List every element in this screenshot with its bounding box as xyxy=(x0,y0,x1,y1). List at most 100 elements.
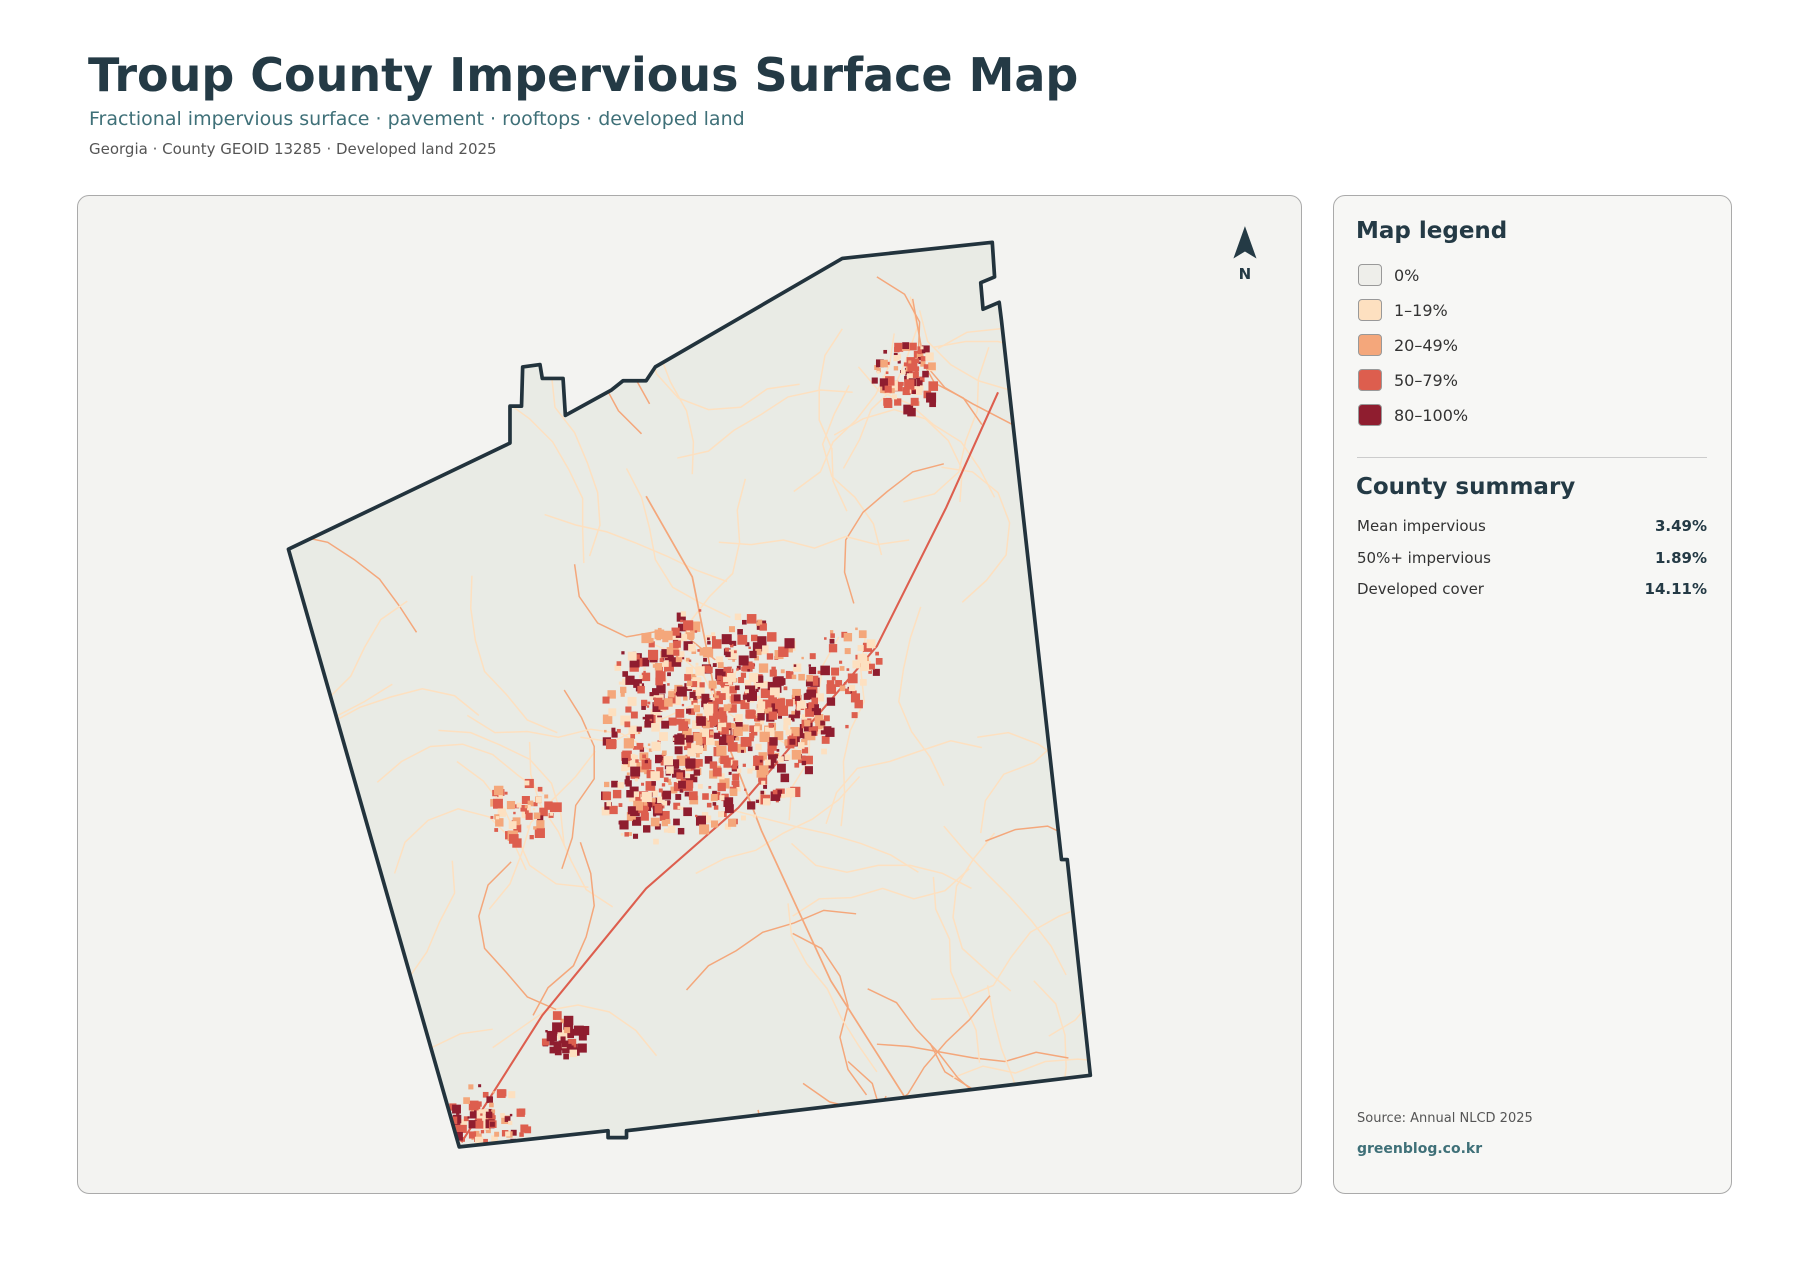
developed-patch xyxy=(712,709,723,720)
developed-patch xyxy=(748,672,759,683)
developed-patch xyxy=(495,819,503,827)
developed-patch xyxy=(781,793,786,799)
developed-patch xyxy=(724,823,732,830)
developed-patch xyxy=(641,759,652,770)
developed-patch xyxy=(725,722,732,728)
developed-patch xyxy=(794,695,801,701)
developed-patch xyxy=(641,672,651,682)
developed-patch xyxy=(886,361,890,365)
developed-patch xyxy=(549,1046,557,1054)
developed-patch xyxy=(625,675,635,685)
developed-patch xyxy=(627,806,636,815)
developed-patch xyxy=(549,1040,555,1046)
developed-patch xyxy=(492,1090,495,1094)
developed-patch xyxy=(668,717,677,726)
road xyxy=(589,242,651,405)
developed-patch xyxy=(651,723,660,732)
developed-patch xyxy=(718,693,726,701)
summary-label: Developed cover xyxy=(1357,580,1484,598)
developed-patch xyxy=(634,778,638,782)
developed-patch xyxy=(826,680,835,688)
developed-patch xyxy=(616,661,622,666)
developed-patch xyxy=(926,392,937,403)
developed-patch xyxy=(640,812,649,821)
developed-patch xyxy=(744,739,752,747)
developed-patch xyxy=(912,390,916,395)
developed-patch xyxy=(533,802,538,807)
developed-patch xyxy=(784,739,791,746)
developed-patch xyxy=(626,790,634,798)
developed-patch xyxy=(797,755,806,764)
developed-patch xyxy=(513,811,516,815)
developed-patch xyxy=(792,719,795,722)
developed-patch xyxy=(671,695,681,706)
developed-patch xyxy=(497,808,506,817)
developed-patch xyxy=(664,653,674,663)
developed-patch xyxy=(602,714,613,725)
road xyxy=(544,513,728,583)
legend-panel: Map legend 0% 1–19% 20–49% 50–79% 80–100% Co… xyxy=(1333,195,1732,1194)
developed-patch xyxy=(740,672,747,678)
developed-patch xyxy=(742,694,749,700)
developed-patch xyxy=(527,800,534,807)
developed-patch xyxy=(872,668,880,676)
developed-patch xyxy=(917,380,923,386)
developed-patch xyxy=(662,660,669,667)
developed-patch xyxy=(728,771,732,775)
developed-patch xyxy=(791,710,795,715)
developed-patch xyxy=(724,647,729,652)
developed-patch xyxy=(793,712,800,719)
developed-patch xyxy=(757,686,761,690)
developed-patch xyxy=(791,674,797,680)
developed-patch xyxy=(772,789,778,795)
developed-patch xyxy=(770,791,781,801)
developed-patch xyxy=(760,790,765,795)
developed-patch xyxy=(703,657,707,662)
developed-patch xyxy=(474,1136,484,1146)
developed-patch xyxy=(885,371,889,375)
road xyxy=(528,741,614,908)
developed-patch xyxy=(716,745,727,756)
developed-patch xyxy=(894,398,902,406)
developed-patch xyxy=(723,666,732,675)
road xyxy=(288,824,363,986)
developed-patch xyxy=(767,707,773,713)
developed-patch xyxy=(625,775,630,780)
developed-patch xyxy=(695,662,699,666)
developed-patch xyxy=(845,688,851,695)
developed-patch xyxy=(808,702,815,708)
developed-patch xyxy=(759,734,766,741)
developed-patch xyxy=(875,658,883,665)
developed-patch xyxy=(708,785,712,789)
developed-patch xyxy=(917,356,922,361)
developed-patch xyxy=(712,767,722,777)
developed-patch xyxy=(914,386,923,395)
developed-patch xyxy=(696,716,706,726)
legend-label: 0% xyxy=(1394,265,1420,285)
developed-patch xyxy=(456,1111,460,1115)
developed-patch xyxy=(652,688,660,696)
developed-patch xyxy=(676,686,687,697)
developed-patch xyxy=(627,651,637,661)
developed-patch xyxy=(480,1130,485,1134)
developed-patch xyxy=(520,805,528,812)
developed-patch xyxy=(478,1084,482,1088)
developed-patch xyxy=(756,708,765,717)
developed-patch xyxy=(504,1116,511,1122)
developed-patch xyxy=(846,668,850,671)
developed-patch xyxy=(691,743,699,751)
developed-patch xyxy=(768,754,777,763)
developed-patch xyxy=(703,666,707,670)
developed-patch xyxy=(749,725,757,733)
developed-patch xyxy=(758,765,769,776)
developed-patch xyxy=(768,711,777,720)
developed-patch xyxy=(498,1151,502,1155)
developed-patch xyxy=(659,732,668,741)
developed-patch xyxy=(763,784,768,789)
developed-patch xyxy=(662,790,672,800)
legend-swatch xyxy=(1358,404,1382,426)
developed-patch xyxy=(639,683,642,686)
developed-patch xyxy=(493,785,504,796)
developed-patch xyxy=(916,353,924,360)
developed-patch xyxy=(817,670,821,674)
